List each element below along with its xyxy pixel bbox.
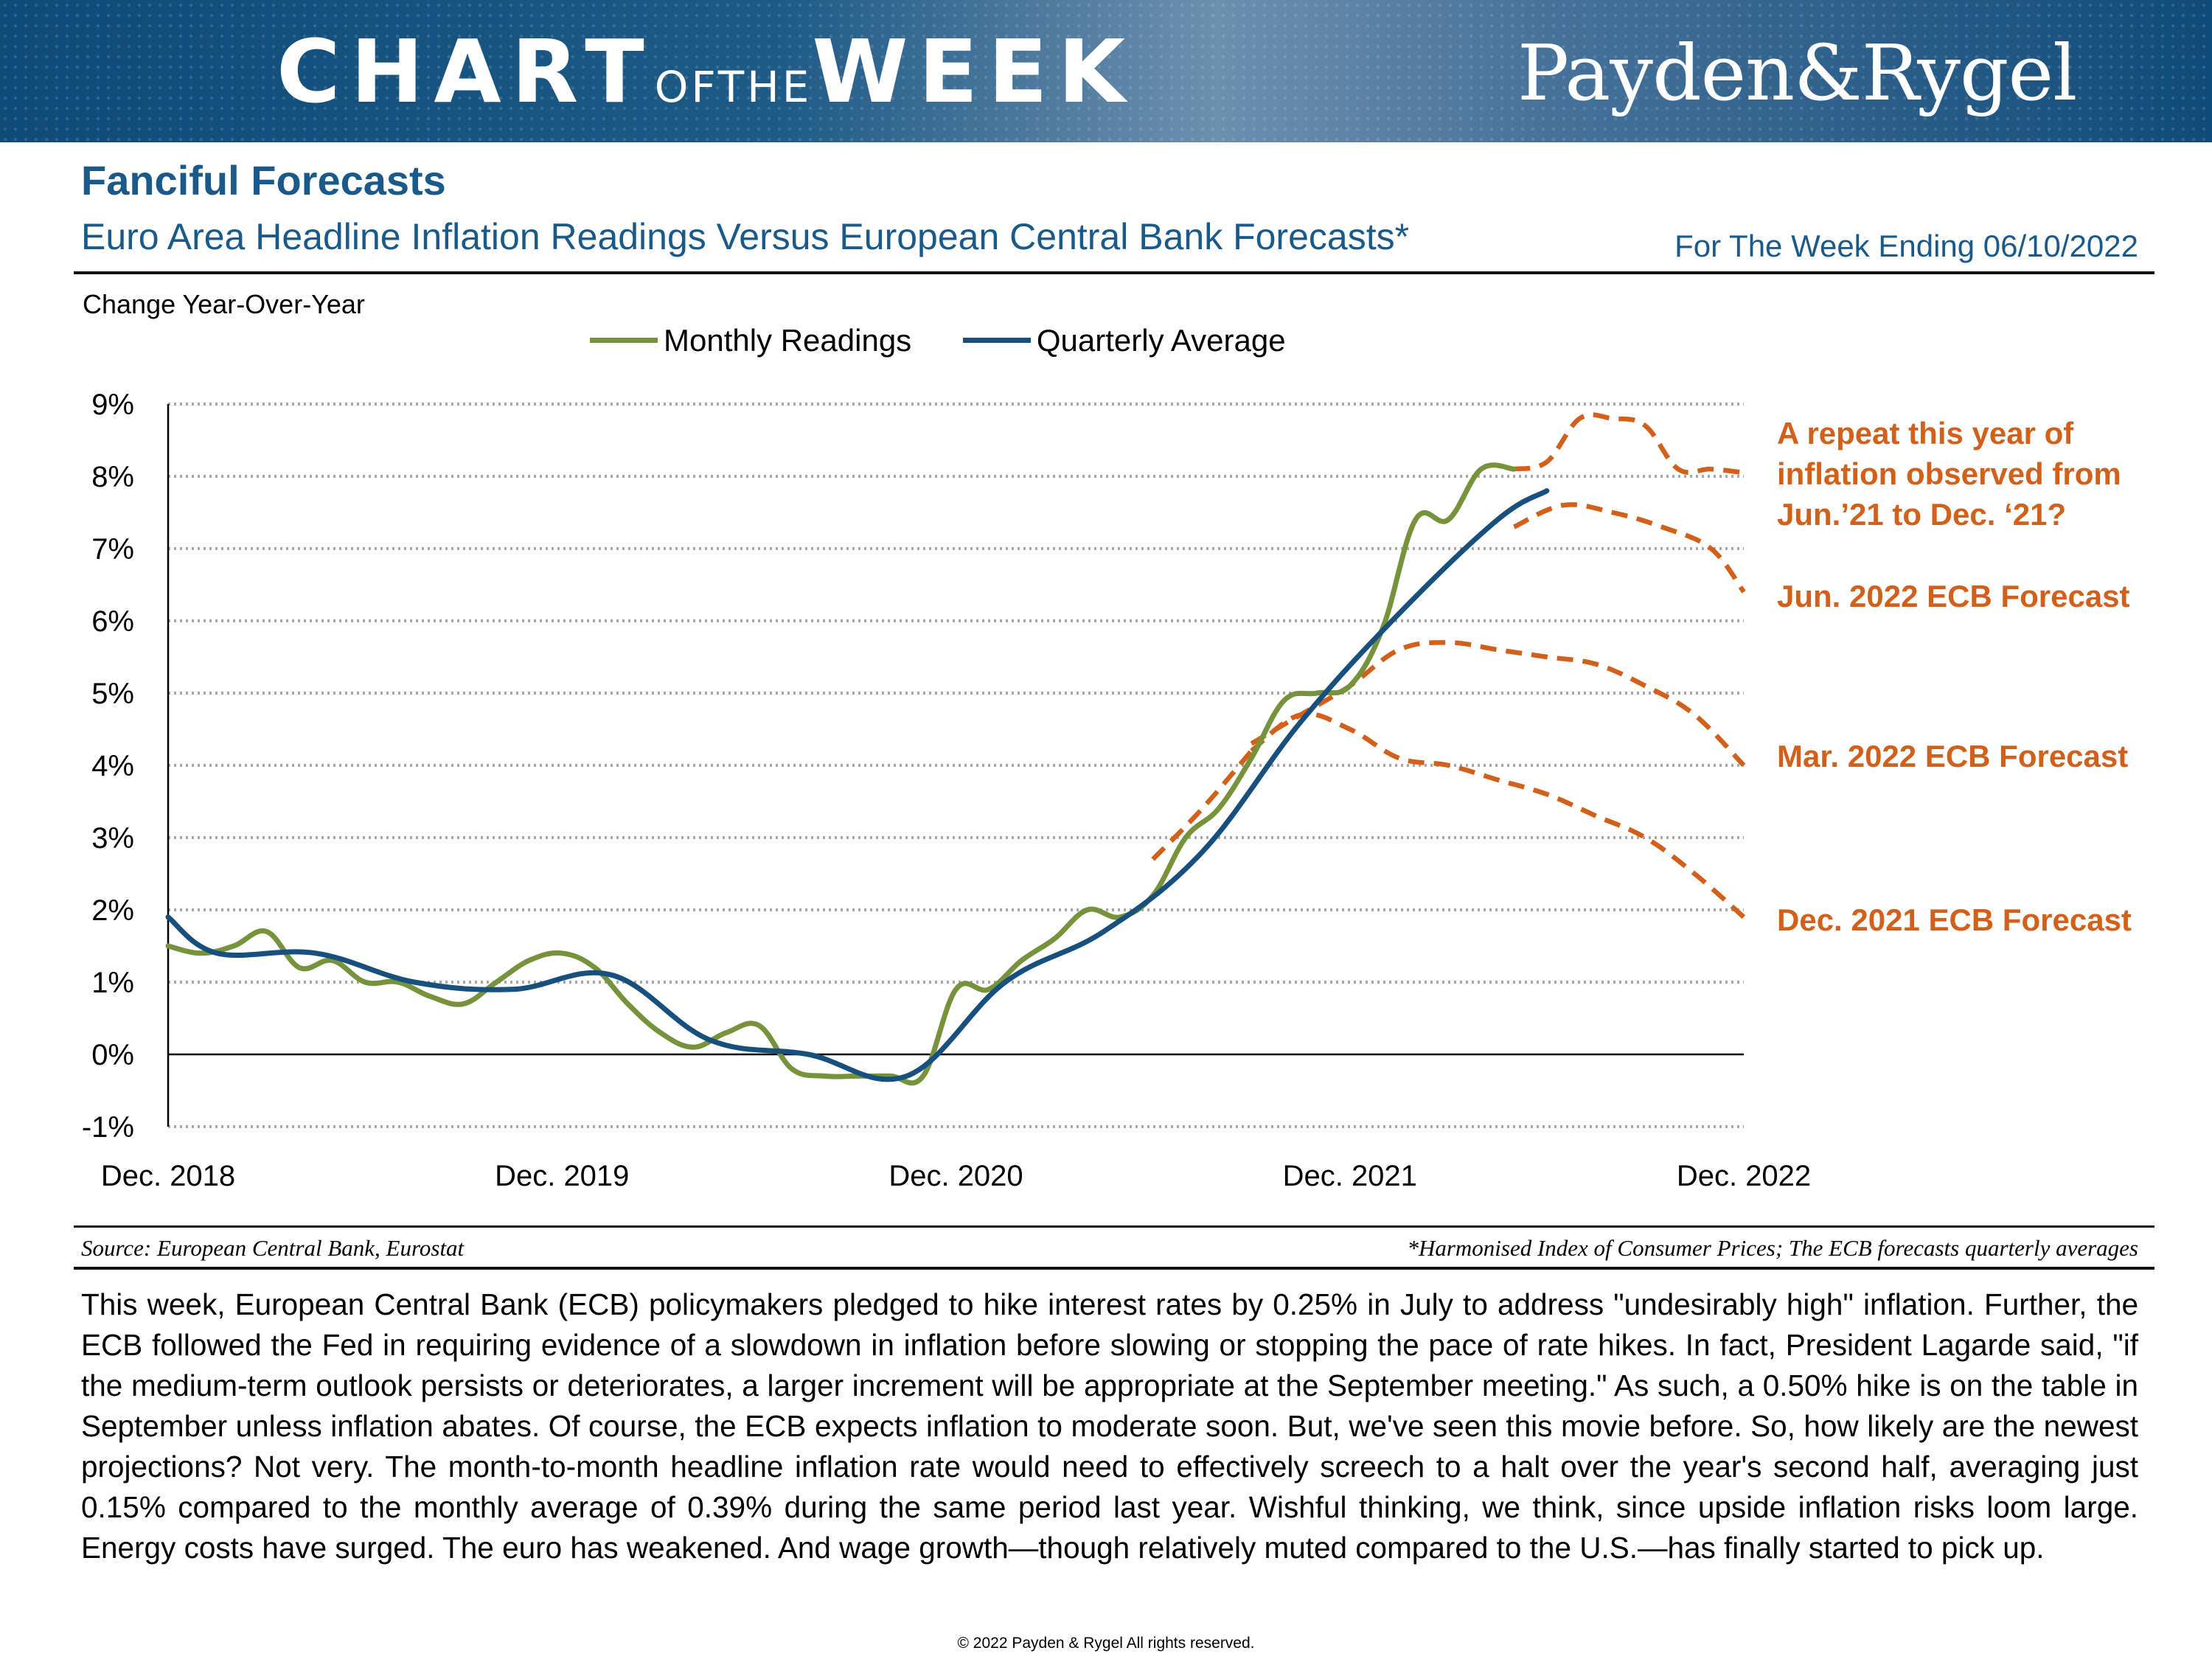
y-tick-label: 7% [91,533,134,566]
y-tick-label: 6% [91,605,134,638]
y-tick-label: 8% [91,461,134,493]
page-subtitle: Euro Area Headline Inflation Readings Ve… [81,216,1410,257]
annotation-repeat-line3: Jun.’21 to Dec. ‘21? [1777,497,2066,532]
legend-item-quarterly: Quarterly Average [962,322,1286,358]
inflation-chart: 9%8%7%6%5%4%3%2%1%0%-1% Dec. 2018 Dec. 20… [82,389,2132,1192]
annotation-repeat-line2: inflation observed from [1777,456,2121,491]
logo-word-ofthe: OFTHE [654,62,813,112]
source-note: Source: European Central Bank, Eurostat [81,1235,465,1261]
annotation-repeat-line1: A repeat this year of [1777,416,2074,451]
x-tick-label: Dec. 2021 [1283,1160,1417,1192]
chart-annotations: A repeat this year of inflation observed… [1777,416,2132,937]
y-tick-label: 4% [91,750,134,782]
legend-label-quarterly: Quarterly Average [1036,322,1286,358]
logo-word-week: WEEK [812,21,1136,122]
chart-legend: Monthly Readings Quarterly Average [590,315,1329,358]
y-tick-label: 5% [91,678,134,710]
chart-series [165,412,1746,1086]
banner: CHARTOFTHEWEEK Payden&Rygel [0,0,2212,142]
legend-swatch-monthly [590,338,658,343]
series-dec-2021-ecb-forecast [1250,712,1746,919]
y-tick-label: 1% [91,967,134,999]
y-axis-title: Change Year-Over-Year [83,289,365,319]
series-jun-2022-ecb-forecast [1513,502,1746,594]
y-tick-label: 9% [91,389,134,421]
annotation-jun-forecast: Jun. 2022 ECB Forecast [1777,579,2130,613]
footnote: *Harmonised Index of Consumer Prices; Th… [1407,1235,2138,1261]
legend-item-monthly: Monthly Readings [590,323,911,358]
week-ending-date: For The Week Ending 06/10/2022 [1674,229,2138,263]
y-tick-label: 2% [91,894,134,927]
commentary-text: This week, European Central Bank (ECB) p… [81,1287,2138,1565]
x-tick-label: Dec. 2019 [495,1160,629,1192]
commentary-divider [74,1267,2154,1270]
y-tick-label: -1% [82,1111,134,1144]
page-title: Fanciful Forecasts [81,157,446,204]
series-repeat-of-jun-21-to-dec-21 [1513,412,1745,476]
x-axis-ticks: Dec. 2018 Dec. 2019 Dec. 2020 Dec. 2021 Dec.… [101,1160,1811,1192]
chart-of-the-week-logo: CHARTOFTHEWEEK [276,21,1135,122]
y-tick-label: 3% [91,822,134,855]
logo-word-chart: CHART [276,21,655,122]
banner-pattern [0,0,2212,142]
legend-swatch-quarterly [962,338,1031,343]
annotation-dec-forecast: Dec. 2021 ECB Forecast [1777,902,2132,937]
annotation-mar-forecast: Mar. 2022 ECB Forecast [1777,739,2128,773]
header-divider [74,271,2154,274]
series-mar-2022-ecb-forecast [1250,640,1746,768]
payden-rygel-logo: Payden&Rygel [1517,28,2077,118]
chart-axes [167,404,1744,1127]
series-quarterly-average [165,488,1550,1082]
chart-bottom-divider [74,1225,2154,1228]
x-tick-label: Dec. 2018 [101,1160,235,1192]
series-monthly-readings [165,462,1517,1086]
series-early-projection-segment [1151,749,1253,861]
x-tick-label: Dec. 2022 [1677,1160,1811,1192]
x-tick-label: Dec. 2020 [888,1160,1023,1192]
y-tick-label: 0% [91,1039,134,1071]
legend-label-monthly: Monthly Readings [664,322,912,358]
y-axis-ticks: 9% 8% 7% 6% 5% 4% 3% 2% 1% 0% -1% [82,389,134,1144]
copyright-notice: © 2022 Payden & Rygel All rights reserve… [957,1635,1255,1652]
